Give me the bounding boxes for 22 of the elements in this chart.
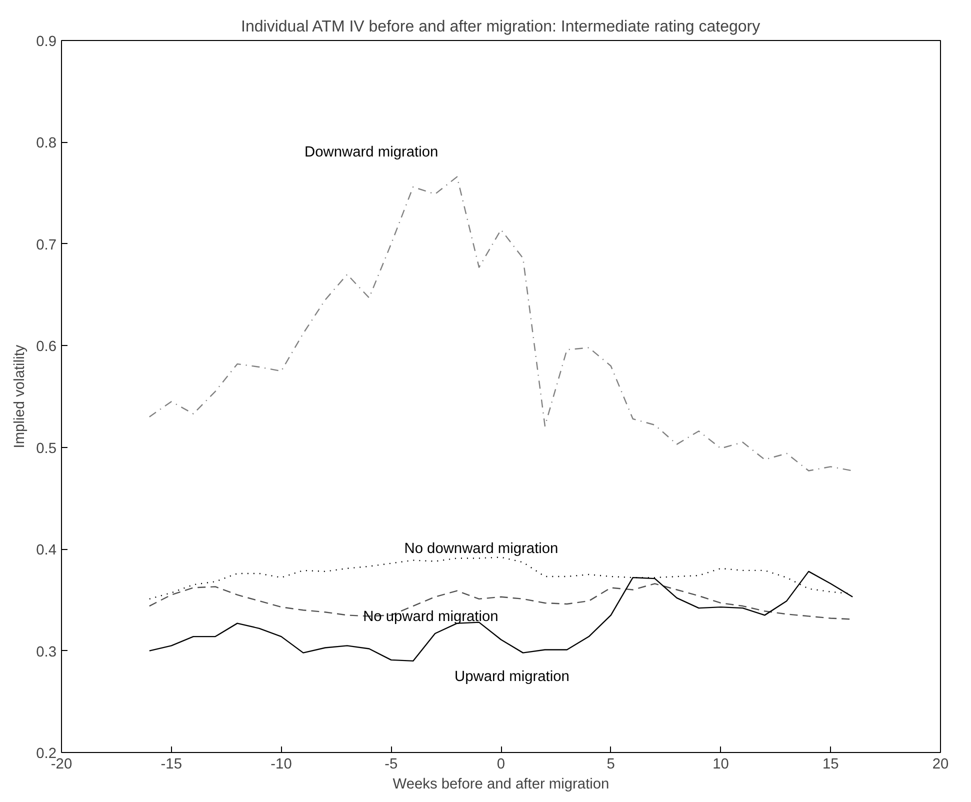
chart-title: Individual ATM IV before and after migration: Intermediate rating category [241, 18, 760, 36]
y-tick-label: 0.8 [36, 136, 56, 152]
y-tick-label: 0.7 [36, 237, 56, 254]
line-series [148, 176, 854, 472]
x-tick-label: 15 [822, 756, 839, 772]
x-tick-label: -15 [160, 756, 182, 772]
x-tick-label: 5 [606, 756, 615, 772]
y-tick-label: 0.3 [36, 644, 56, 660]
x-tick-label: -5 [384, 756, 398, 772]
series-label: No downward migration [404, 541, 558, 558]
series-label: Downward migration [304, 144, 438, 160]
y-tick-label: 0.6 [36, 339, 56, 356]
series-label: Upward migration [454, 669, 570, 686]
y-tick-label: 0.4 [36, 542, 56, 559]
y-tick-label: 0.9 [36, 34, 56, 50]
x-tick-label: -10 [270, 756, 292, 772]
x-tick-label: 10 [712, 756, 729, 772]
y-axis-title: Implied volatility [12, 344, 28, 448]
x-axis-title: Weeks before and after migration [392, 776, 610, 792]
y-tick-label: 0.5 [36, 440, 56, 457]
x-tick-label: 0 [496, 756, 506, 772]
x-tick-label: 20 [932, 756, 949, 772]
